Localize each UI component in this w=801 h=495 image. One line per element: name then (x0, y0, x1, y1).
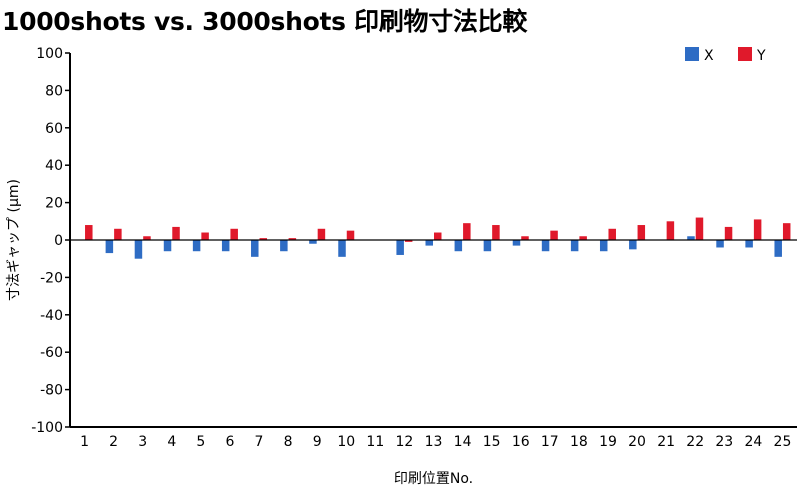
legend-label-y: Y (756, 48, 766, 64)
y-tick-label: -60 (40, 345, 63, 361)
x-tick-label: 4 (167, 434, 176, 450)
x-tick-label: 1 (80, 434, 89, 450)
x-tick-label: 16 (512, 434, 530, 450)
bar-x (192, 240, 201, 252)
x-tick-label: 5 (196, 434, 205, 450)
legend-label-x: X (704, 48, 714, 64)
bar-y (782, 223, 791, 240)
x-tick-label: 25 (774, 434, 792, 450)
bar-y (521, 236, 529, 240)
x-tick-label: 9 (313, 434, 322, 450)
x-tick-label: 12 (396, 434, 414, 450)
bar-x (483, 240, 492, 252)
bar-y (550, 230, 558, 240)
bar-y (637, 225, 646, 240)
bar-y (579, 236, 587, 240)
axes (69, 53, 797, 428)
x-tick-label: 10 (337, 434, 355, 450)
x-tick-label: 7 (255, 434, 264, 450)
bar-y (463, 223, 471, 240)
bar-y (434, 232, 442, 240)
bar-y (143, 236, 151, 240)
bar-x (512, 240, 521, 246)
bar-y (259, 238, 268, 240)
bar-x (774, 240, 782, 257)
y-tick-label: 100 (36, 46, 63, 62)
y-tick-label: -40 (40, 308, 63, 324)
x-tick-label: 2 (109, 434, 118, 450)
bar-y (172, 226, 180, 240)
x-tick-label: 14 (454, 434, 472, 450)
x-tick-label: 22 (686, 434, 704, 450)
bars (85, 217, 791, 259)
bar-x (541, 240, 550, 252)
x-tick-label: 21 (657, 434, 675, 450)
bar-y (666, 221, 675, 240)
bar-x (280, 240, 288, 252)
x-tick-label: 24 (744, 434, 762, 450)
bar-x (163, 240, 172, 252)
bar-x (687, 236, 695, 240)
bar-y (695, 217, 704, 240)
y-tick-label: 60 (45, 121, 63, 137)
bar-x (716, 240, 724, 248)
bar-y (85, 225, 93, 240)
x-tick-label: 6 (225, 434, 234, 450)
x-tick-labels: 1 2 3 4 5 6 7 8 9 10 11 12 13 14 15 16 17 18 19 20 21 22 23 24 2… (80, 434, 791, 450)
y-tick-label: -80 (40, 383, 63, 399)
bar-y (317, 228, 326, 240)
bar-x (599, 240, 608, 252)
x-tick-label: 3 (138, 434, 147, 450)
bar-x (338, 240, 346, 257)
x-tick-label: 15 (483, 434, 501, 450)
bar-x (629, 240, 637, 250)
y-tick-label: -20 (40, 270, 63, 286)
bar-x (454, 240, 463, 252)
bar-y (114, 228, 122, 240)
bar-y (201, 232, 209, 240)
legend-swatch-x (685, 47, 699, 61)
y-axis-label: 寸法ギャップ (μm) (6, 179, 22, 301)
bar-y (608, 228, 616, 240)
bar-x (396, 240, 404, 255)
bar-y (724, 226, 733, 240)
y-tick-label: 0 (54, 233, 63, 249)
x-tick-label: 11 (366, 434, 384, 450)
legend-swatch-y (738, 47, 752, 61)
chart-title: 1000shots vs. 3000shots 印刷物寸法比較 (2, 7, 528, 36)
x-tick-label: 23 (715, 434, 733, 450)
bar-y (288, 238, 297, 240)
bar-x (425, 240, 433, 246)
x-tick-label: 8 (284, 434, 293, 450)
bar-x (105, 240, 114, 254)
x-axis-label: 印刷位置No. (394, 471, 473, 487)
bar-x (251, 240, 259, 257)
y-tick-label: 40 (45, 158, 63, 174)
x-tick-label: 17 (541, 434, 559, 450)
x-tick-label: 18 (570, 434, 588, 450)
bar-y (230, 228, 238, 240)
bar-x (570, 240, 579, 252)
bar-x (745, 240, 753, 248)
x-tick-label: 20 (628, 434, 646, 450)
y-tick-labels: 100 80 60 40 20 0 -20 -40 -60 -80 -100 (31, 46, 70, 436)
bar-x (221, 240, 230, 252)
x-tick-label: 13 (425, 434, 443, 450)
bar-x (309, 240, 317, 244)
bar-y (404, 240, 413, 242)
bar-y (753, 219, 762, 240)
y-tick-label: -100 (31, 420, 63, 436)
bar-y (492, 225, 500, 240)
bar-x (134, 240, 143, 259)
y-tick-label: 20 (45, 196, 63, 212)
x-tick-label: 19 (599, 434, 617, 450)
bar-y (346, 230, 355, 240)
y-tick-label: 80 (45, 83, 63, 99)
